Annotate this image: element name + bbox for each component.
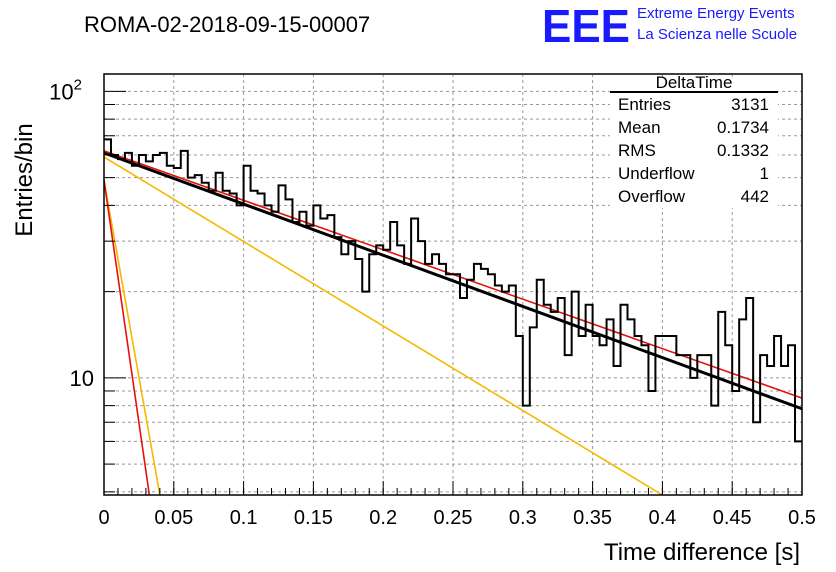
grid-lines xyxy=(103,74,803,495)
y-tick-label: 102 xyxy=(49,76,82,104)
fit-curve-0 xyxy=(103,151,803,411)
fit-curve-4 xyxy=(103,180,151,496)
x-tick-label: 0 xyxy=(98,507,109,529)
stats-label-rms: RMS xyxy=(618,141,656,160)
x-tick-label: 0.45 xyxy=(713,507,752,529)
eee-logo: EEE xyxy=(542,0,630,52)
stats-title: DeltaTime xyxy=(656,73,733,92)
stats-value-entries: 3131 xyxy=(731,95,769,114)
org-name-line2: La Scienza nelle Scuole xyxy=(637,26,797,43)
run-title: ROMA-02-2018-09-15-00007 xyxy=(84,12,370,37)
org-name-line1: Extreme Energy Events xyxy=(637,5,795,22)
x-tick-label: 0.25 xyxy=(434,507,473,529)
x-tick-label: 0.1 xyxy=(230,507,258,529)
x-tick-label: 0.3 xyxy=(509,507,537,529)
x-axis-title: Time difference [s] xyxy=(604,539,800,566)
stats-value-rms: 0.1332 xyxy=(717,141,769,160)
y-axis-title: Entries/bin xyxy=(11,123,38,236)
x-tick-label: 0.15 xyxy=(294,507,333,529)
histogram-steps xyxy=(104,138,802,443)
fit-curve-2 xyxy=(103,156,663,496)
x-tick-label: 0.05 xyxy=(154,507,193,529)
x-tick-label: 0.2 xyxy=(369,507,397,529)
x-tick-label: 0.35 xyxy=(573,507,612,529)
stats-value-overflow: 442 xyxy=(741,187,769,206)
stats-label-mean: Mean xyxy=(618,118,661,137)
stats-value-underflow: 1 xyxy=(760,164,769,183)
stats-label-overflow: Overflow xyxy=(618,187,686,206)
x-tick-label: 0.4 xyxy=(648,507,676,529)
stats-label-entries: Entries xyxy=(618,95,671,114)
x-tick-label: 0.5 xyxy=(788,507,816,529)
fit-curve-3 xyxy=(103,179,161,496)
y-tick-label: 10 xyxy=(70,366,94,391)
stats-label-underflow: Underflow xyxy=(618,164,695,183)
axis-ticks xyxy=(103,90,803,495)
stats-box-bg xyxy=(610,80,778,208)
tick-labels: 0 0.05 0.1 0.15 0.2 0.25 0.3 0.35 0.4 0.45 0.51010… xyxy=(49,76,816,529)
stats-value-mean: 0.1734 xyxy=(717,118,769,137)
stats-box: DeltaTime Entries 3131 Mean 0.1734 RMS 0… xyxy=(610,73,778,208)
